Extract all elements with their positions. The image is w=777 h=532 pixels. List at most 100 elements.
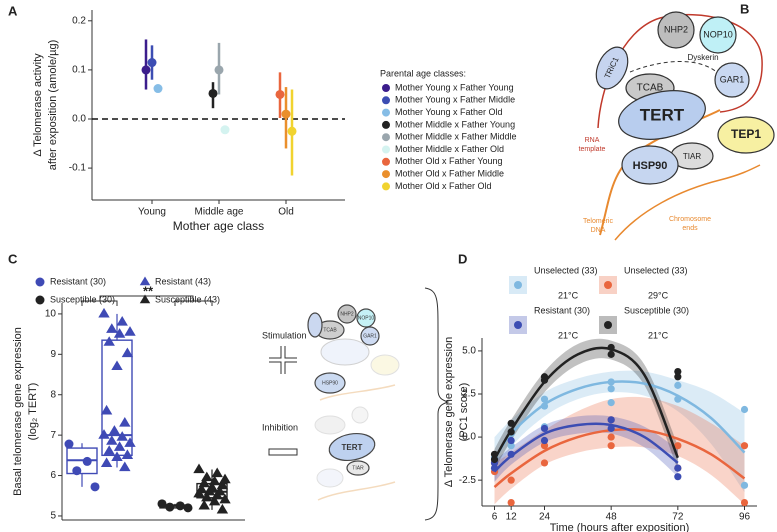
data-point [116,431,128,441]
legend-marker [382,157,390,166]
data-point [193,463,205,474]
legend-label: 21°C [558,330,579,340]
y-tick-label: 9 [50,349,56,360]
link [629,61,721,76]
protein [346,460,370,476]
plus-sign [269,346,297,374]
brace [424,287,450,521]
data-point [121,347,134,358]
protein [618,90,706,140]
protein [370,354,400,376]
protein-label: HSP90 [322,380,338,386]
y-axis-title: after exposition (amole/µg) [47,40,59,170]
x-axis-title: Time (hours after exposition) [550,522,690,532]
data-point [113,328,126,338]
y-tick-label: 5 [50,511,56,522]
data-point [124,437,136,447]
panel-label: B [740,1,749,16]
data-point [674,381,682,389]
protein [351,406,369,424]
data-point [674,473,682,481]
legend-label: 29°C [648,290,669,300]
annotation: template [579,146,606,153]
x-tick-label: 72 [672,512,684,523]
legend-label: Mother Middle x Father Young [395,119,515,129]
legend-label: Mother Middle x Father Middle [395,132,517,142]
dna-strand [319,384,396,401]
legend-marker [382,84,390,92]
data-point [116,315,128,326]
data-point [540,424,549,433]
data-point [607,433,615,441]
confidence-band [494,338,678,470]
data-point [64,439,74,449]
data-point [540,395,549,403]
panel-label: C [8,251,18,266]
protein-label: NHP2 [340,311,354,317]
legend-title: Parental age classes: [380,68,466,78]
data-point [507,428,515,436]
y-axis-title: (PC1 score) [458,383,470,442]
x-tick-label: 24 [539,512,551,523]
data-point [103,445,115,455]
annotation: ends [682,225,698,232]
legend-label: 21°C [648,330,669,340]
data-point [124,326,136,336]
data-point [507,450,515,458]
dna-strand [614,164,761,241]
significance-bracket [81,295,213,306]
y-axis-title: Δ Telomerase activity [32,53,44,157]
protein [320,338,370,366]
protein [657,11,695,49]
data-point [72,466,82,476]
protein [307,312,323,338]
data-point [98,307,110,318]
data-point [108,425,121,435]
data-point [106,323,118,333]
dna-strand [317,481,396,501]
data-point [275,89,285,99]
data-point [183,503,193,513]
data-point [607,399,615,407]
data-point [507,442,515,450]
panel-label: D [458,251,467,266]
data-point [201,491,213,502]
y-tick-label: 8 [50,389,56,400]
y-tick-label: 10 [45,309,57,320]
data-point [674,442,682,450]
legend-label: Mother Young x Father Middle [395,95,515,105]
data-point [211,467,223,478]
data-point [113,441,126,451]
legend-marker [514,321,522,329]
data-point [490,464,499,472]
legend-marker [35,277,45,287]
data-point [119,461,131,472]
legend-marker [139,276,151,286]
data-point [607,343,615,352]
data-point [607,424,615,433]
data-point [607,378,615,386]
legend-marker [382,133,390,142]
legend-label: Unselected (33) [624,265,688,275]
protein-label: NHP2 [664,24,688,34]
data-point [674,464,682,472]
protein-label: TCAB [323,327,337,333]
legend-marker [139,294,151,304]
data-point [281,109,291,119]
data-point [540,436,549,445]
y-tick-label: 0.2 [72,15,86,26]
legend-label: Mother Young x Father Young [395,82,514,92]
x-tick-label: Middle age [195,207,244,218]
data-point [607,385,615,393]
data-point [153,84,163,94]
legend-marker [382,145,390,154]
legend-marker [382,120,390,129]
legend-label: Susceptible (43) [155,294,220,304]
legend-label: Mother Young x Father Old [395,107,503,117]
data-point [674,373,682,381]
data-point [208,88,218,98]
protein [360,326,380,346]
data-point [119,417,131,427]
data-point [157,499,167,509]
telomerase-diagram: TRiC1 NHP2 NOP10 TCAB GAR1 TERT TEP1 TIA… [579,11,775,241]
